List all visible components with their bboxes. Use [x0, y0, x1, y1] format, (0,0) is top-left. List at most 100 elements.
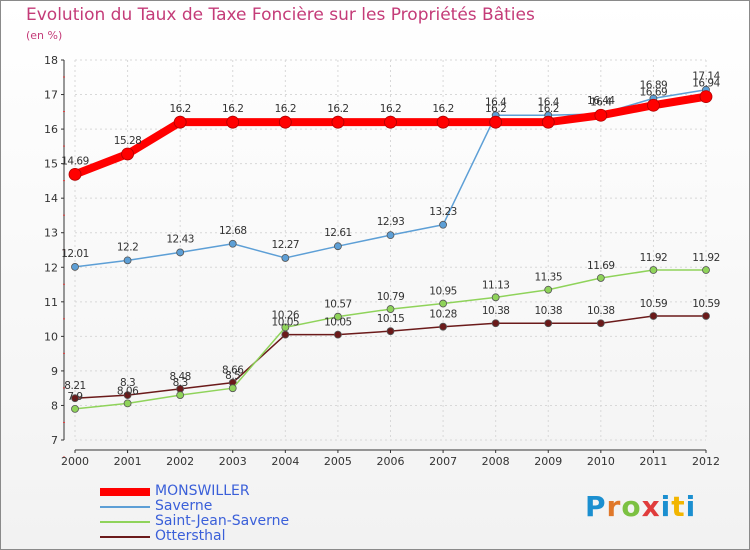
y-tick-label: 15	[44, 158, 58, 171]
data-point	[228, 239, 237, 248]
y-tick-label: 11	[44, 296, 58, 309]
x-tick-label: 2009	[534, 455, 562, 468]
data-label: 16.94	[692, 78, 720, 90]
data-label: 10.05	[324, 317, 352, 329]
data-label: 12.68	[219, 225, 247, 237]
data-point	[439, 322, 447, 331]
data-point	[173, 115, 187, 129]
x-tick-label: 2008	[482, 455, 510, 468]
data-point	[281, 254, 290, 262]
legend-swatch-saverne	[100, 505, 150, 508]
data-label: 10.59	[692, 298, 720, 310]
data-label: 12.61	[324, 227, 352, 239]
data-label: 10.79	[377, 291, 405, 303]
data-label: 16.4	[485, 96, 507, 108]
legend-label-monswiller: MONSWILLER	[155, 483, 250, 499]
x-tick-label: 2002	[166, 455, 194, 468]
data-point	[489, 115, 503, 129]
x-tick-label: 2004	[271, 455, 299, 468]
data-label: 8.48	[169, 371, 190, 383]
data-point	[544, 319, 553, 328]
data-point	[702, 266, 710, 274]
data-label: 10.38	[534, 305, 562, 317]
data-label: 11.92	[692, 252, 720, 264]
data-point	[71, 394, 79, 403]
y-tick-label: 16	[44, 123, 58, 136]
x-tick-label: 2012	[692, 455, 720, 468]
legend-label-ottersthal: Ottersthal	[155, 528, 226, 544]
data-point	[541, 115, 555, 129]
data-label: 16.89	[640, 79, 668, 91]
legend-label-saverne: Saverne	[155, 498, 213, 514]
data-label: 10.95	[429, 286, 457, 298]
data-label: 16.4	[590, 96, 612, 108]
data-label: 12.01	[61, 248, 89, 260]
data-point	[386, 231, 395, 240]
data-point	[71, 405, 79, 413]
data-point	[649, 312, 658, 320]
x-tick-label: 2001	[114, 455, 142, 468]
data-point	[384, 115, 397, 129]
data-point	[176, 391, 185, 399]
data-point	[594, 108, 608, 122]
data-label: 12.43	[166, 233, 194, 245]
data-label: 7.9	[67, 391, 82, 403]
data-label: 8.06	[117, 385, 139, 397]
data-label: 16.4	[538, 96, 560, 108]
data-label: 10.28	[429, 309, 457, 321]
data-point	[596, 319, 605, 328]
data-label: 8.3	[120, 377, 135, 389]
data-point	[68, 167, 82, 181]
data-label: 11.13	[482, 279, 510, 291]
data-label: 16.2	[380, 103, 401, 115]
proxiti-logo: Proxiti	[585, 490, 697, 523]
legend-item-ottersthal: Ottersthal	[100, 529, 289, 544]
data-point	[334, 330, 342, 339]
x-tick-label: 2000	[61, 455, 89, 468]
data-label: 16.2	[432, 103, 453, 115]
legend-swatch-saint-jean-saverne	[100, 520, 150, 523]
data-point	[386, 305, 395, 313]
y-tick-label: 7	[51, 434, 58, 447]
data-label: 17.14	[692, 71, 720, 83]
data-point	[334, 312, 342, 321]
data-label: 10.38	[482, 305, 510, 317]
legend-swatch-ottersthal	[100, 535, 150, 538]
data-point	[281, 323, 290, 332]
data-label: 16.2	[327, 103, 348, 115]
data-label: 16.2	[485, 103, 506, 115]
data-point	[647, 98, 660, 112]
data-label: 10.57	[324, 299, 352, 311]
data-label: 10.59	[640, 298, 668, 310]
data-label: 11.92	[640, 252, 668, 264]
legend-label-saint-jean-saverne: Saint-Jean-Saverne	[155, 513, 290, 529]
data-point	[331, 115, 345, 129]
data-point	[176, 248, 185, 257]
data-label: 14.69	[61, 155, 89, 167]
data-label: 16.2	[275, 103, 296, 115]
x-tick-label: 2007	[429, 455, 457, 468]
data-point	[123, 256, 132, 265]
x-tick-label: 2011	[639, 455, 667, 468]
data-point	[71, 263, 79, 271]
data-label: 15.28	[114, 135, 142, 147]
data-point	[123, 391, 132, 399]
data-label: 12.27	[272, 239, 300, 251]
data-label: 16.69	[640, 86, 668, 98]
data-point	[596, 274, 605, 282]
data-point	[436, 115, 450, 129]
data-point	[491, 293, 500, 302]
data-label: 16.2	[169, 103, 190, 115]
legend-item-saverne: Saverne	[100, 499, 289, 514]
y-tick-label: 12	[44, 261, 58, 274]
data-label: 8.3	[173, 377, 188, 389]
y-axis-unit: (en %)	[26, 29, 63, 42]
data-label: 10.15	[377, 313, 405, 325]
y-tick-label: 9	[51, 365, 58, 378]
data-label: 8.66	[222, 365, 244, 377]
data-point	[334, 242, 342, 251]
data-point	[386, 327, 395, 336]
data-label: 10.26	[272, 309, 300, 321]
data-point	[123, 399, 132, 408]
data-point	[228, 384, 237, 393]
